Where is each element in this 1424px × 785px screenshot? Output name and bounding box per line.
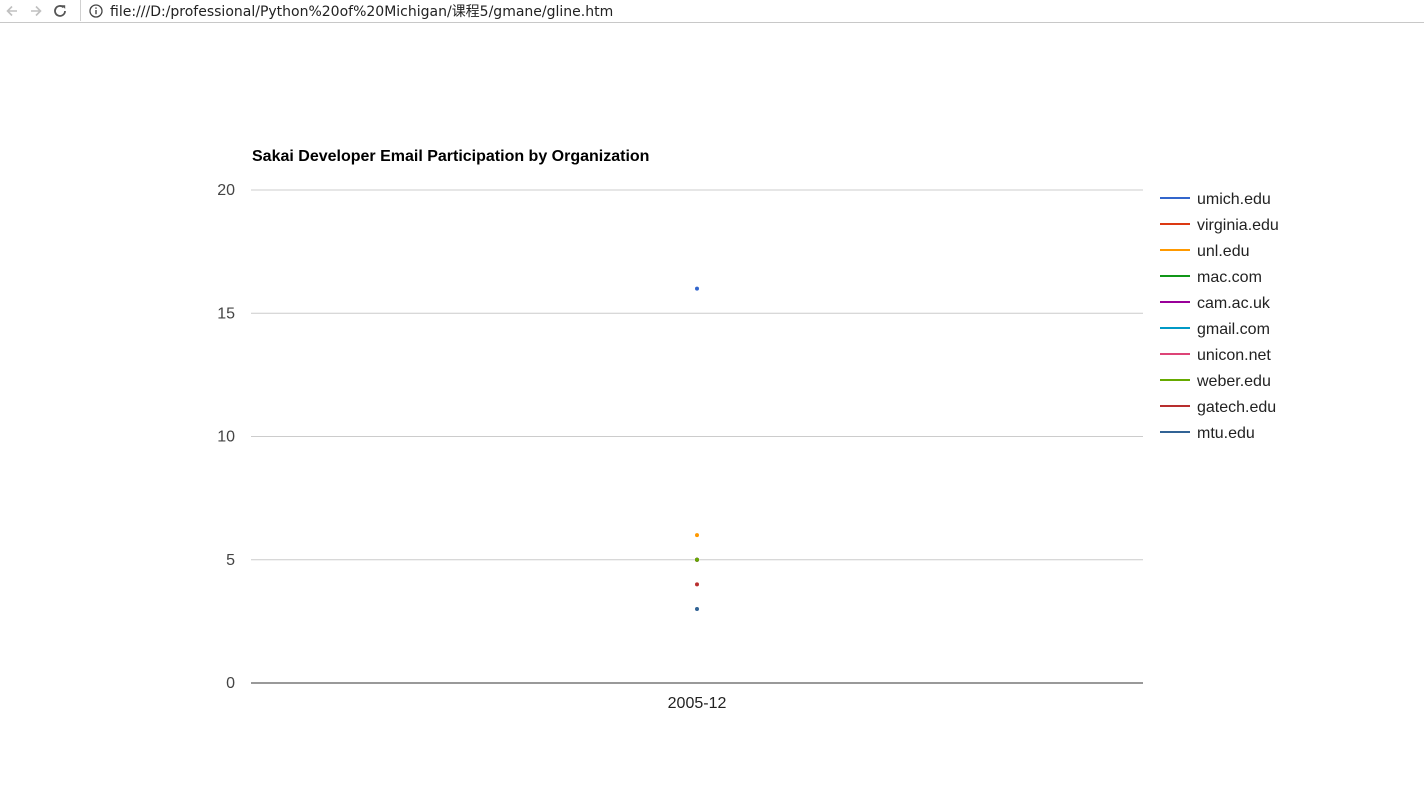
forward-arrow-icon bbox=[31, 5, 42, 17]
back-button[interactable] bbox=[0, 1, 24, 21]
url-text: file:///D:/professional/Python%20of%20Mi… bbox=[110, 3, 614, 20]
y-tick-label: 5 bbox=[226, 552, 235, 569]
chart-container: Sakai Developer Email Participation by O… bbox=[0, 23, 1424, 785]
back-arrow-icon bbox=[6, 5, 17, 17]
data-point[interactable] bbox=[695, 607, 699, 612]
reload-button[interactable] bbox=[48, 1, 72, 21]
data-point[interactable] bbox=[695, 582, 699, 587]
data-point[interactable] bbox=[695, 286, 699, 291]
legend-label[interactable]: virginia.edu bbox=[1197, 217, 1279, 234]
legend-label[interactable]: cam.ac.uk bbox=[1197, 295, 1271, 312]
legend-label[interactable]: weber.edu bbox=[1196, 373, 1271, 390]
forward-button[interactable] bbox=[24, 1, 48, 21]
data-point[interactable] bbox=[695, 533, 699, 538]
y-tick-label: 10 bbox=[217, 429, 235, 446]
legend-label[interactable]: umich.edu bbox=[1197, 191, 1271, 208]
y-tick-label: 0 bbox=[226, 675, 235, 692]
legend-label[interactable]: gatech.edu bbox=[1197, 399, 1276, 416]
legend-label[interactable]: unicon.net bbox=[1197, 347, 1271, 364]
y-tick-label: 15 bbox=[217, 305, 235, 322]
y-tick-label: 20 bbox=[217, 182, 235, 199]
reload-icon bbox=[54, 5, 66, 17]
browser-toolbar: file:///D:/professional/Python%20of%20Mi… bbox=[0, 0, 1424, 23]
legend-label[interactable]: gmail.com bbox=[1197, 321, 1270, 338]
data-point[interactable] bbox=[695, 557, 699, 562]
info-icon[interactable] bbox=[88, 3, 104, 19]
chart-title: Sakai Developer Email Participation by O… bbox=[252, 148, 649, 165]
x-tick-label: 2005-12 bbox=[668, 695, 727, 712]
address-bar[interactable]: file:///D:/professional/Python%20of%20Mi… bbox=[80, 0, 1424, 21]
line-chart: Sakai Developer Email Participation by O… bbox=[217, 148, 1279, 712]
legend-label[interactable]: mtu.edu bbox=[1197, 425, 1255, 442]
legend-label[interactable]: mac.com bbox=[1197, 269, 1262, 286]
legend-label[interactable]: unl.edu bbox=[1197, 243, 1250, 260]
